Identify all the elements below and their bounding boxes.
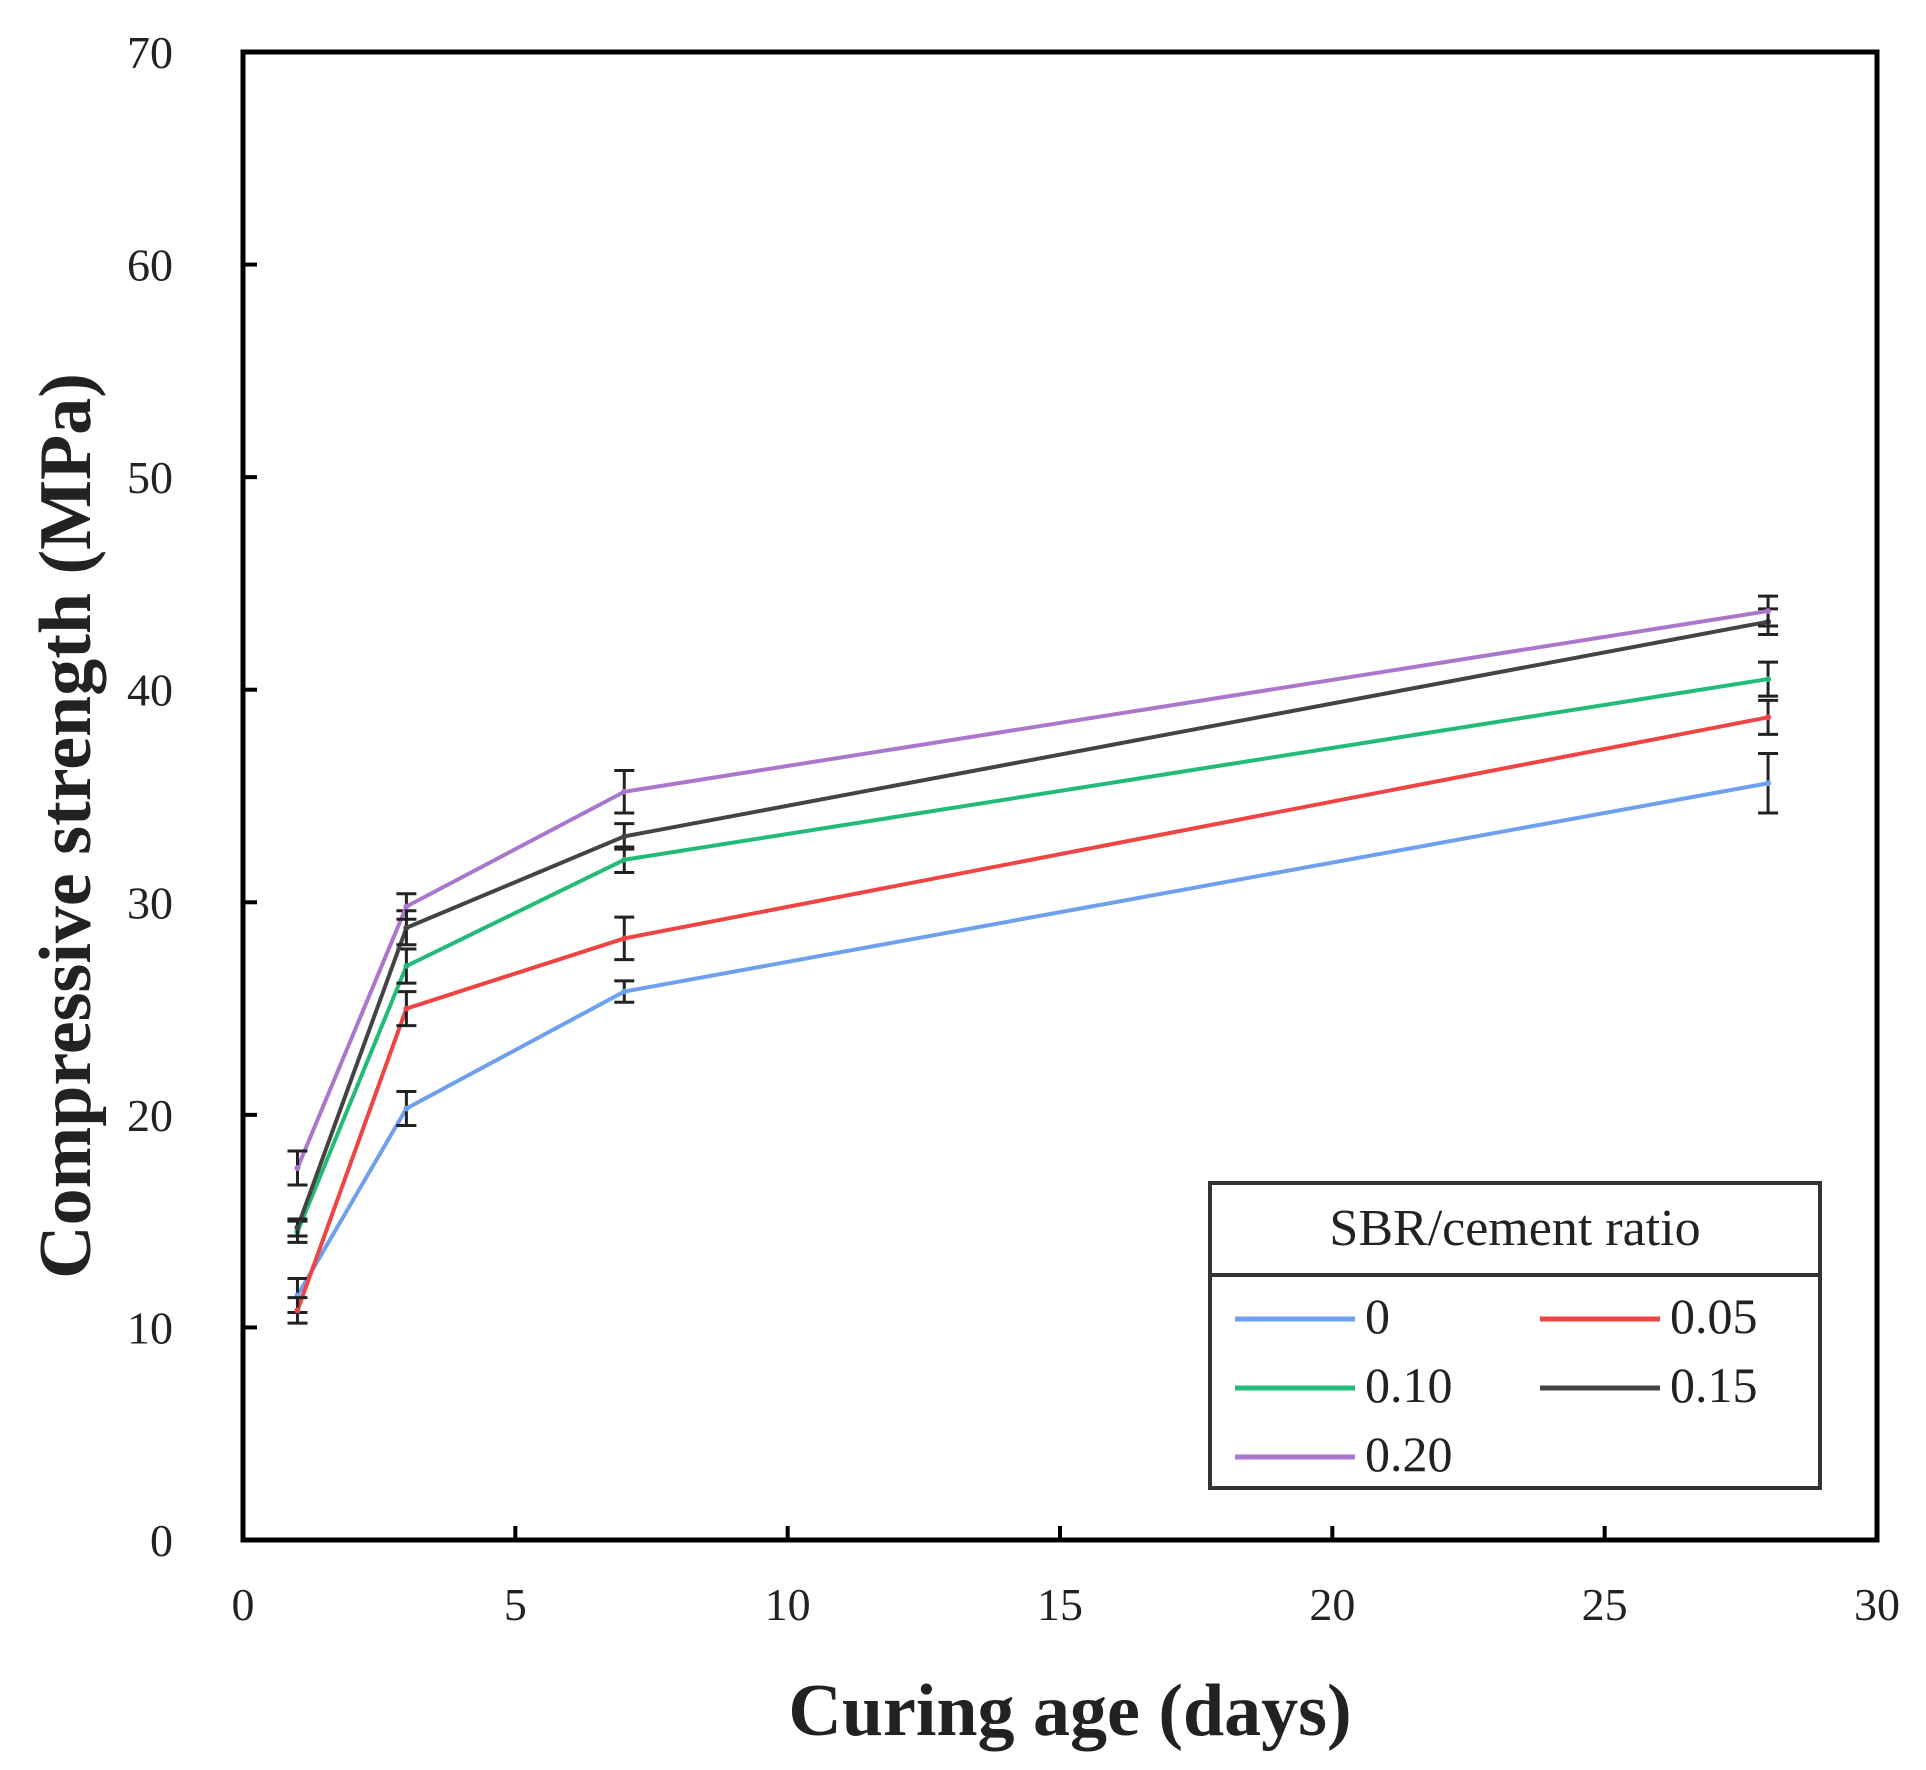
legend-item: 0	[1235, 1288, 1390, 1344]
x-axis-title: Curing age (days)	[788, 1670, 1351, 1752]
y-axis-title: Compressive strength (MPa)	[25, 373, 107, 1279]
series-line	[295, 677, 1769, 1233]
data-point	[403, 963, 410, 970]
x-tick-label: 0	[232, 1579, 255, 1630]
y-axis-ticks: 0 10 20 30 40 50 60 70	[127, 27, 257, 1566]
series-line	[295, 619, 1769, 1229]
data-point	[1765, 780, 1772, 787]
data-point	[294, 1165, 301, 1171]
data-point	[403, 1105, 410, 1112]
x-tick-label: 15	[1037, 1579, 1083, 1630]
series-0.20	[287, 594, 1779, 1187]
x-tick-label: 20	[1309, 1579, 1355, 1630]
x-tick-label: 25	[1582, 1579, 1628, 1630]
x-tick-label: 10	[765, 1579, 811, 1630]
legend-item: 0.05	[1540, 1288, 1758, 1344]
data-point	[294, 1307, 301, 1314]
legend-label: 0.10	[1365, 1357, 1453, 1413]
data-point	[621, 935, 628, 942]
series-layer	[287, 594, 1779, 1325]
y-tick-label: 10	[127, 1302, 173, 1353]
data-point	[1765, 714, 1772, 721]
legend-box	[1208, 1181, 1822, 1490]
series-line	[295, 715, 1769, 1312]
legend-item: 0.20	[1235, 1426, 1453, 1482]
legend-items: 0 0.05 0.10 0.15 0.20	[1235, 1288, 1758, 1482]
series-line	[295, 781, 1769, 1297]
legend-label: 0	[1365, 1288, 1390, 1344]
legend-label: 0.05	[1670, 1288, 1758, 1344]
data-point	[403, 903, 410, 910]
data-point	[294, 1224, 301, 1231]
legend-title: SBR/cement ratio	[1329, 1200, 1700, 1257]
data-point	[403, 924, 410, 931]
data-point	[621, 788, 628, 795]
data-point	[621, 856, 628, 863]
data-point	[1765, 676, 1772, 683]
y-tick-label: 30	[127, 877, 173, 928]
series-0.05	[287, 698, 1779, 1325]
data-point	[621, 988, 628, 995]
legend-item: 0.10	[1235, 1357, 1453, 1413]
y-tick-label: 20	[127, 1090, 173, 1141]
legend-item: 0.15	[1540, 1357, 1758, 1413]
legend: SBR/cement ratio 0 0.05 0.10 0.15 0.20	[1208, 1181, 1822, 1490]
y-tick-label: 70	[127, 27, 173, 78]
legend-label: 0.20	[1365, 1426, 1453, 1482]
y-tick-label: 50	[127, 452, 173, 503]
x-tick-label: 30	[1854, 1579, 1900, 1630]
y-tick-label: 0	[150, 1515, 173, 1566]
data-point	[403, 1005, 410, 1012]
y-tick-label: 60	[127, 240, 173, 291]
x-axis-ticks: 0 5 10 15 20 25 30	[232, 1526, 1900, 1630]
data-point	[1765, 608, 1772, 615]
y-tick-label: 40	[127, 665, 173, 716]
x-tick-label: 5	[504, 1579, 527, 1630]
data-point	[621, 833, 628, 840]
series-line	[295, 609, 1769, 1169]
legend-label: 0.15	[1670, 1357, 1758, 1413]
